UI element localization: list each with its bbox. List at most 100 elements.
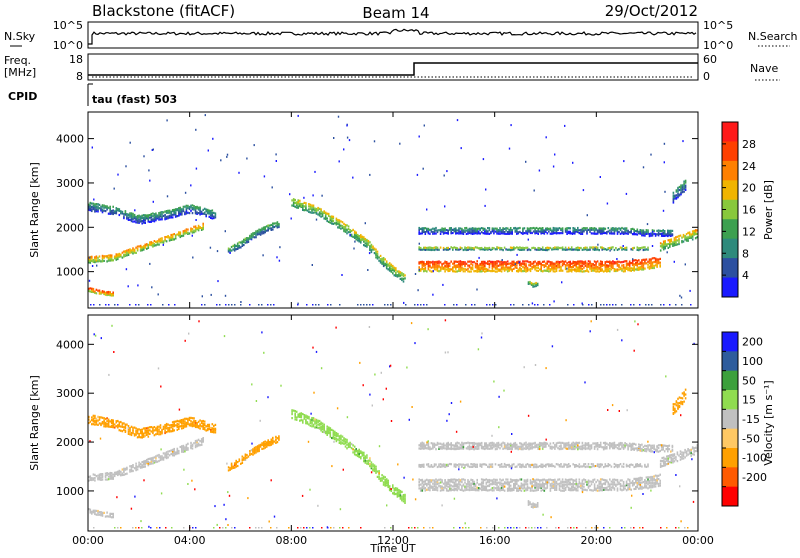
range-gate-cell — [632, 260, 634, 262]
range-gate-cell — [621, 465, 623, 467]
range-gate-cell — [134, 209, 135, 211]
range-gate-cell — [112, 209, 114, 211]
range-gate-cell — [429, 261, 431, 263]
range-gate-cell — [478, 265, 480, 267]
range-gate-cell — [560, 261, 562, 263]
range-gate-cell — [627, 230, 629, 232]
range-gate-cell — [685, 185, 687, 187]
range-gate-cell — [444, 261, 446, 263]
range-gate-cell — [100, 416, 102, 418]
range-gate-cell — [381, 474, 383, 476]
range-gate-cell — [339, 437, 341, 439]
range-gate-cell — [576, 483, 578, 485]
range-gate-cell — [99, 514, 101, 516]
range-gate-cell — [664, 230, 666, 232]
range-gate-cell — [443, 247, 445, 249]
range-gate-cell — [96, 265, 97, 267]
range-gate-cell — [629, 484, 631, 486]
range-gate-cell — [623, 481, 625, 483]
range-gate-cell — [269, 444, 271, 446]
range-gate-cell — [426, 483, 428, 485]
range-gate-cell — [237, 243, 239, 245]
range-gate-cell — [251, 237, 253, 239]
range-gate-cell — [358, 449, 360, 451]
range-gate-cell — [585, 463, 587, 465]
range-gate-cell — [659, 264, 661, 266]
range-gate-cell — [363, 304, 365, 306]
range-gate-cell — [473, 444, 475, 446]
range-gate-cell — [440, 233, 442, 235]
range-gate-cell — [614, 261, 616, 263]
range-gate-cell — [614, 484, 616, 486]
range-gate-cell — [100, 479, 102, 481]
range-gate-cell — [434, 483, 436, 485]
range-gate-cell — [522, 231, 524, 233]
range-gate-cell — [420, 479, 422, 481]
range-gate-cell — [598, 489, 600, 491]
range-gate-cell — [106, 291, 108, 293]
range-gate-cell — [569, 488, 571, 490]
range-gate-cell — [446, 268, 448, 270]
range-gate-cell — [366, 454, 368, 456]
range-gate-cell — [563, 490, 565, 492]
range-gate-cell — [431, 479, 433, 481]
range-gate-cell — [621, 489, 623, 491]
range-gate-cell — [464, 481, 466, 483]
range-gate-cell — [119, 421, 121, 423]
range-gate-cell — [195, 206, 197, 208]
range-gate-cell — [452, 268, 454, 270]
range-gate-cell — [559, 232, 561, 234]
range-gate-cell — [444, 229, 446, 231]
range-gate-cell — [640, 463, 642, 465]
range-gate-cell — [196, 443, 198, 445]
range-gate-cell — [272, 441, 274, 443]
range-gate-cell — [582, 231, 584, 233]
range-gate-cell — [633, 266, 635, 268]
range-gate-cell — [429, 265, 431, 267]
range-gate-cell — [668, 239, 670, 241]
range-gate-cell — [544, 465, 546, 467]
range-gate-cell — [464, 486, 466, 488]
range-gate-cell — [403, 280, 405, 282]
range-gate-cell — [630, 262, 632, 264]
range-gate-cell — [516, 270, 518, 272]
range-gate-cell — [669, 233, 671, 235]
range-gate-cell — [97, 514, 99, 516]
range-gate-cell — [582, 233, 584, 235]
range-gate-cell — [683, 183, 685, 185]
range-gate-cell — [600, 487, 602, 489]
range-gate-cell — [160, 427, 162, 429]
range-gate-cell — [577, 249, 579, 251]
range-gate-cell — [511, 229, 513, 231]
range-gate-cell — [106, 417, 108, 419]
range-gate-cell — [466, 483, 468, 485]
range-gate-cell — [304, 414, 306, 416]
range-gate-cell — [251, 453, 253, 455]
range-gate-cell — [530, 490, 532, 492]
range-gate-cell — [310, 425, 312, 427]
range-gate-cell — [363, 460, 365, 462]
range-gate-cell — [183, 449, 185, 451]
range-gate-cell — [187, 447, 189, 449]
range-gate-cell — [678, 241, 680, 243]
range-gate-cell — [461, 247, 463, 249]
range-gate-cell — [184, 425, 186, 427]
range-gate-cell — [502, 483, 504, 485]
range-gate-cell — [606, 465, 608, 467]
range-gate-cell — [167, 424, 169, 426]
range-gate-cell — [277, 226, 279, 228]
range-gate-cell — [313, 424, 315, 426]
range-gate-cell — [646, 480, 648, 482]
range-gate-cell — [489, 466, 491, 468]
range-gate-cell — [452, 266, 454, 268]
range-gate-cell — [528, 248, 530, 250]
range-gate-cell — [576, 229, 578, 231]
range-gate-cell — [486, 262, 488, 264]
range-gate-cell — [299, 420, 301, 422]
range-gate-cell — [510, 490, 512, 492]
range-gate-cell — [186, 231, 188, 233]
range-gate-cell — [612, 304, 614, 306]
range-gate-cell — [534, 247, 536, 249]
range-gate-cell — [342, 439, 344, 441]
range-gate-cell — [579, 262, 581, 264]
